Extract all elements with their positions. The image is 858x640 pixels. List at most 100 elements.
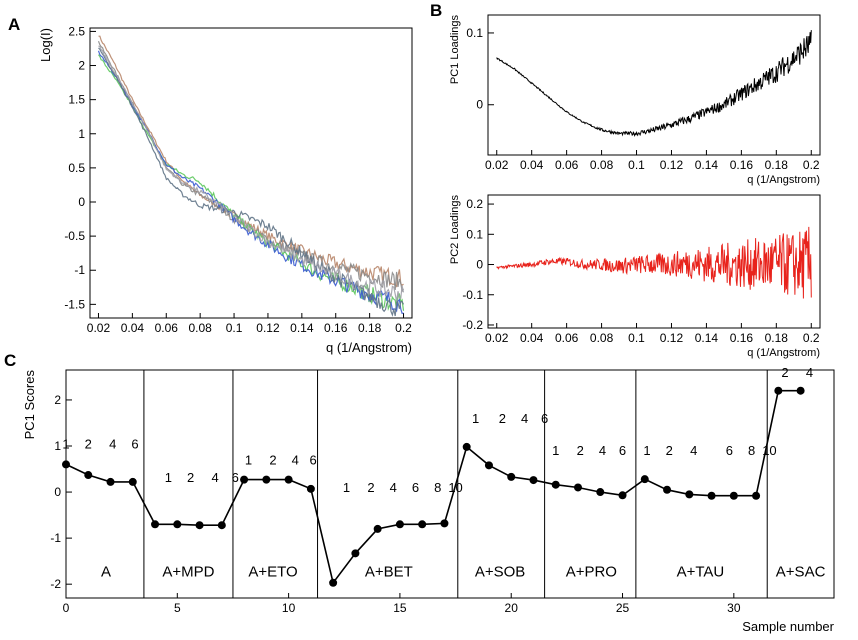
score-point xyxy=(440,519,449,528)
point-label: 6 xyxy=(541,411,548,426)
y-tick-label: 1 xyxy=(78,127,85,141)
point-label: 8 xyxy=(748,443,755,458)
y-tick-label: -1.5 xyxy=(64,297,85,311)
point-label: 1 xyxy=(245,452,252,467)
point-label: 6 xyxy=(412,480,419,495)
x-tick-label: 5 xyxy=(174,601,181,615)
score-point xyxy=(574,483,582,492)
x-tick-label: 30 xyxy=(727,601,741,615)
score-point xyxy=(329,578,338,587)
point-label: 2 xyxy=(666,443,673,458)
x-tick-label: 0.08 xyxy=(188,321,212,335)
x-tick-label: 0.14 xyxy=(290,321,314,335)
y-tick-label: 0 xyxy=(78,195,85,209)
point-label: 1 xyxy=(643,443,650,458)
series-line-silver xyxy=(98,45,405,302)
x-tick-label: 0.18 xyxy=(765,331,789,345)
x-tick-label: 20 xyxy=(505,601,519,615)
y-tick-label: 2 xyxy=(54,393,61,407)
x-axis-label: q (1/Angstrom) xyxy=(326,340,412,355)
y-tick-label: -2 xyxy=(50,577,61,591)
point-label: 1 xyxy=(552,443,559,458)
x-tick-label: 0.02 xyxy=(87,321,111,335)
group-label: A+ETO xyxy=(248,563,297,580)
y-axis-label: Log(I) xyxy=(38,28,53,62)
group-label: A+MPD xyxy=(162,563,214,580)
y-tick-label: -1 xyxy=(50,531,61,545)
score-point xyxy=(240,475,249,484)
y-tick-label: 0 xyxy=(476,258,483,272)
score-point xyxy=(640,475,649,484)
point-label: 4 xyxy=(690,443,697,458)
series-line-slate xyxy=(98,47,405,317)
y-tick-label: 0.1 xyxy=(466,26,483,40)
y-tick-label: -1 xyxy=(74,263,85,277)
y-tick-label: 0.5 xyxy=(68,161,85,175)
score-point xyxy=(306,484,315,493)
score-point xyxy=(618,491,627,500)
group-label: A xyxy=(101,563,111,580)
score-point xyxy=(262,475,271,484)
x-tick-label: 0.12 xyxy=(660,331,684,345)
x-tick-label: 0.2 xyxy=(803,158,820,172)
point-label: 2 xyxy=(367,480,374,495)
point-label: 2 xyxy=(85,436,92,451)
group-label: A+SOB xyxy=(475,563,525,580)
point-label: 1 xyxy=(343,480,350,495)
point-label: 2 xyxy=(577,443,584,458)
score-point xyxy=(373,524,382,533)
point-label: 2 xyxy=(781,365,788,380)
group-label: A+TAU xyxy=(677,563,725,580)
panel-b-pc2-loadings: 0.02 0.04 0.06 0.08 0.1 0.12 0.14 0.16 0.18 0.2 -0… xyxy=(449,194,821,359)
y-tick-label: 1 xyxy=(54,439,61,453)
x-tick-label: 0 xyxy=(63,601,70,615)
point-label: 10 xyxy=(762,443,776,458)
x-tick-label: 0.2 xyxy=(803,331,820,345)
point-label: 4 xyxy=(212,470,219,485)
group-label: A+PRO xyxy=(566,563,617,580)
score-point xyxy=(128,477,137,486)
score-point xyxy=(62,460,70,469)
y-tick-label: 2.5 xyxy=(68,24,85,38)
score-point xyxy=(685,490,694,499)
score-point xyxy=(284,475,293,484)
x-tick-label: 0.12 xyxy=(256,321,280,335)
score-point xyxy=(707,491,716,500)
point-label: 10 xyxy=(448,480,462,495)
plot-frame xyxy=(65,369,835,599)
y-tick-label: 0 xyxy=(476,98,483,112)
point-label: 2 xyxy=(187,470,194,485)
x-tick-label: 0.1 xyxy=(226,321,243,335)
score-point xyxy=(173,520,182,529)
x-tick-label: 0.12 xyxy=(660,158,684,172)
score-point xyxy=(507,472,516,481)
score-point xyxy=(729,491,738,500)
point-label: 1 xyxy=(165,470,172,485)
y-axis-label: PC1 Scores xyxy=(22,370,37,440)
point-label: 4 xyxy=(521,411,528,426)
x-tick-label: 0.16 xyxy=(730,331,754,345)
y-tick-label: 2 xyxy=(78,59,85,73)
score-point xyxy=(151,520,160,529)
score-point xyxy=(106,477,115,486)
score-point xyxy=(418,520,427,529)
point-label: 4 xyxy=(599,443,606,458)
score-point xyxy=(551,480,560,489)
x-tick-label: 0.06 xyxy=(555,158,579,172)
score-point xyxy=(462,442,471,451)
y-tick-label: 0.2 xyxy=(466,197,483,211)
x-tick-label: 0.18 xyxy=(765,158,789,172)
point-label: 6 xyxy=(309,452,316,467)
point-label: 1 xyxy=(472,411,479,426)
series-line-brown xyxy=(98,35,404,288)
point-label: 6 xyxy=(232,470,239,485)
x-tick-label: 0.02 xyxy=(485,158,509,172)
x-tick-label: 0.16 xyxy=(324,321,348,335)
y-tick-label: -0.2 xyxy=(462,318,483,332)
score-point xyxy=(484,461,493,470)
y-tick-label: 1.5 xyxy=(68,93,85,107)
x-axis-label: q (1/Angstrom) xyxy=(747,347,820,359)
score-point xyxy=(195,521,204,530)
plot-frame xyxy=(89,27,413,319)
x-axis-label: q (1/Angstrom) xyxy=(747,174,820,186)
